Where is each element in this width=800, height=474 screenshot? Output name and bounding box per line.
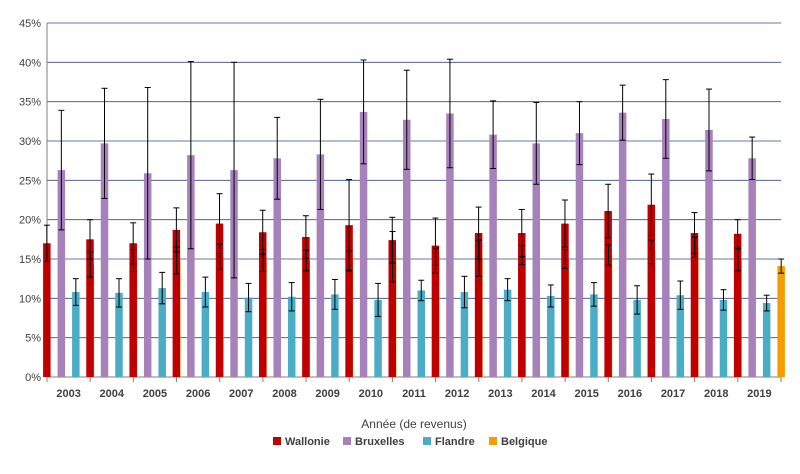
bar-bruxelles-2004 [100, 143, 109, 377]
bar-bruxelles-2013 [489, 134, 497, 377]
bar-bruxelles-2010 [359, 111, 368, 377]
bar-bruxelles-2005 [143, 173, 152, 377]
bar-flandre-2006 [201, 292, 210, 377]
bar-wallonie-2010 [345, 225, 353, 377]
bar-wallonie-2008 [258, 232, 267, 377]
legend-swatch [423, 437, 431, 445]
bar-flandre-2016 [633, 299, 641, 377]
bar-flandre-2004 [115, 292, 123, 377]
bar-flandre-2014 [547, 295, 555, 377]
legend-swatch [489, 437, 497, 445]
legend-item-bruxelles: Bruxelles [343, 436, 405, 448]
bar-wallonie-2015 [561, 223, 569, 377]
bar-wallonie-2013 [474, 233, 483, 377]
x-tick-label: 2013 [488, 388, 512, 400]
y-tick-label: 40% [19, 57, 41, 69]
bar-wallonie-2004 [86, 239, 94, 377]
x-tick-label: 2012 [445, 388, 469, 400]
x-tick-label: 2016 [618, 388, 642, 400]
bar-bruxelles-2019 [748, 158, 756, 377]
x-tick-label: 2018 [704, 388, 728, 400]
bar-wallonie-2018 [690, 233, 699, 377]
bar-flandre-2005 [158, 288, 166, 377]
bar-bruxelles-2017 [662, 118, 670, 378]
bar-flandre-2019 [762, 303, 771, 377]
gridlines [46, 22, 781, 378]
bar-flandre-2013 [503, 289, 512, 377]
bar-belgique-2019 [777, 266, 785, 377]
legend-swatch [273, 437, 281, 445]
bar-bruxelles-2006 [187, 155, 195, 377]
x-tick-label: 2006 [186, 388, 210, 400]
bar-bruxelles-2012 [446, 113, 454, 377]
y-tick-label: 25% [19, 175, 41, 187]
bar-flandre-2011 [417, 290, 425, 377]
y-tick-label: 20% [19, 215, 41, 227]
bar-flandre-2010 [374, 299, 382, 377]
bar-bruxelles-2016 [618, 112, 627, 378]
x-axis-title: Année (de revenus) [361, 417, 466, 431]
y-tick-label: 10% [19, 293, 41, 305]
bar-flandre-2009 [331, 294, 339, 377]
bar-bruxelles-2015 [575, 133, 584, 377]
bar-wallonie-2003 [43, 243, 51, 377]
x-tick-label: 2007 [229, 388, 253, 400]
legend-label: Bruxelles [355, 436, 405, 448]
legend-item-flandre: Flandre [423, 436, 475, 448]
bar-wallonie-2009 [302, 236, 310, 377]
x-tick-label: 2005 [143, 388, 167, 400]
x-tick-label: 2014 [531, 388, 556, 400]
bar-wallonie-2017 [647, 204, 656, 377]
bars [43, 111, 785, 378]
legend-label: Belgique [501, 436, 547, 448]
y-tick-label: 0% [25, 372, 41, 384]
bar-bruxelles-2011 [403, 119, 411, 377]
bar-bruxelles-2018 [705, 129, 713, 377]
legend-item-belgique: Belgique [489, 436, 547, 448]
error-bars [43, 58, 785, 317]
x-tick-label: 2017 [661, 388, 685, 400]
x-tick-label: 2019 [747, 388, 771, 400]
bar-bruxelles-2009 [316, 154, 325, 377]
x-tick-label: 2010 [359, 388, 383, 400]
bar-wallonie-2012 [431, 245, 440, 377]
x-tick-label: 2008 [272, 388, 296, 400]
bar-flandre-2012 [460, 292, 469, 377]
bar-wallonie-2019 [733, 233, 742, 377]
y-axis: 0% 5% 10% 15% 20% 25% 30% 35% 40% 45% [19, 18, 41, 384]
bar-flandre-2008 [287, 296, 296, 377]
x-tick-label: 2004 [100, 388, 125, 400]
legend-label: Wallonie [285, 436, 330, 448]
y-tick-label: 45% [19, 18, 41, 30]
x-tick-label: 2011 [402, 388, 426, 400]
legend-item-wallonie: Wallonie [273, 436, 330, 448]
y-tick-label: 35% [19, 97, 41, 109]
bar-flandre-2003 [72, 292, 80, 377]
x-tick-label: 2009 [315, 388, 339, 400]
bar-wallonie-2014 [518, 233, 526, 377]
x-axis: 2003 2004 2005 2006 2007 2008 2009 2010 2011 2012… [46, 377, 782, 400]
bar-bruxelles-2014 [532, 143, 541, 377]
x-tick-label: 2003 [56, 388, 80, 400]
y-tick-label: 30% [19, 136, 41, 148]
legend-label: Flandre [435, 436, 475, 448]
bar-flandre-2007 [244, 297, 253, 377]
bar-wallonie-2016 [604, 211, 612, 377]
bar-flandre-2018 [719, 299, 728, 377]
bar-wallonie-2006 [172, 229, 181, 377]
bar-flandre-2015 [590, 294, 598, 377]
bar-flandre-2017 [676, 295, 685, 377]
x-tick-label: 2015 [574, 388, 598, 400]
y-tick-label: 15% [19, 254, 41, 266]
bar-wallonie-2005 [129, 243, 137, 377]
bar-wallonie-2011 [388, 240, 396, 377]
bar-wallonie-2007 [215, 223, 224, 377]
bar-bruxelles-2008 [273, 158, 281, 377]
legend-swatch [343, 437, 351, 445]
y-tick-label: 5% [25, 333, 41, 345]
bar-bruxelles-2003 [57, 170, 66, 377]
legend: Wallonie Bruxelles Flandre Belgique [273, 436, 547, 448]
